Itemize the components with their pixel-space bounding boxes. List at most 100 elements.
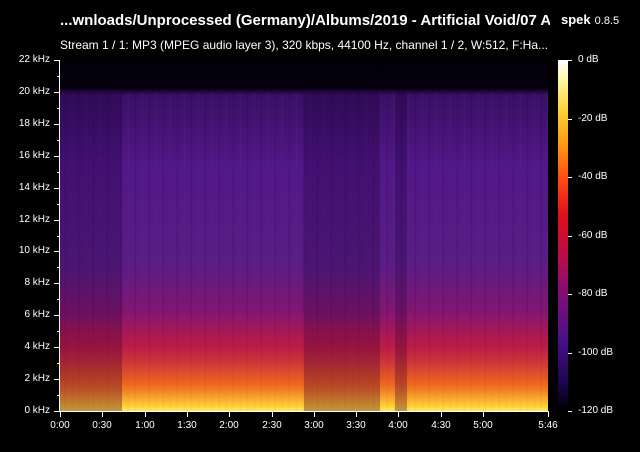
frequency-minor-tick bbox=[0, 236, 60, 237]
frequency-tick-label: 14 kHz bbox=[18, 182, 50, 193]
spectrogram-low-band bbox=[60, 312, 548, 411]
db-tick-label: -120 dB bbox=[578, 405, 614, 416]
frequency-minor-tick bbox=[0, 108, 60, 109]
frequency-minor-tick bbox=[0, 267, 60, 268]
frequency-tick-label: 20 kHz bbox=[18, 86, 50, 97]
time-tick-mark bbox=[356, 411, 357, 417]
frequency-minor-tick bbox=[0, 76, 60, 77]
db-scale-axis: 0 dB -20 dB -40 dB -60 dB -80 dB -100 dB -120 … bbox=[568, 54, 640, 416]
frequency-minor-tick-mark bbox=[57, 204, 60, 205]
db-tick: -120 dB bbox=[568, 405, 613, 416]
frequency-tick: 0 kHz bbox=[0, 405, 60, 416]
time-tick-mark bbox=[314, 411, 315, 417]
db-tick-mark bbox=[568, 119, 572, 120]
time-tick: 0:00 bbox=[50, 411, 70, 431]
frequency-minor-tick-mark bbox=[57, 76, 60, 77]
db-tick-label: -80 dB bbox=[578, 288, 608, 299]
db-tick: 0 dB bbox=[568, 54, 608, 65]
file-title: ...wnloads/Unprocessed (Germany)/Albums/… bbox=[60, 12, 550, 29]
db-tick-mark bbox=[568, 294, 572, 295]
db-tick: -20 dB bbox=[568, 113, 608, 124]
frequency-tick-mark bbox=[54, 156, 60, 157]
db-tick-label: 0 dB bbox=[578, 54, 599, 65]
plot-bottom-border bbox=[59, 411, 549, 412]
frequency-tick-label: 6 kHz bbox=[24, 309, 50, 320]
frequency-tick-mark bbox=[54, 220, 60, 221]
frequency-tick-mark bbox=[54, 411, 60, 412]
time-tick-mark bbox=[229, 411, 230, 417]
frequency-tick: 10 kHz bbox=[0, 245, 60, 256]
frequency-minor-tick bbox=[0, 204, 60, 205]
time-tick-mark bbox=[60, 411, 61, 417]
frequency-tick-mark bbox=[54, 251, 60, 252]
frequency-tick-mark bbox=[54, 347, 60, 348]
frequency-minor-tick-mark bbox=[57, 108, 60, 109]
spectrogram-plot bbox=[60, 60, 548, 411]
frequency-minor-tick bbox=[0, 172, 60, 173]
frequency-tick-label: 10 kHz bbox=[18, 245, 50, 256]
time-tick: 1:30 bbox=[177, 411, 197, 431]
frequency-tick-mark bbox=[54, 283, 60, 284]
db-tick-label: -100 dB bbox=[578, 347, 614, 358]
frequency-axis: 22 kHz 20 kHz 18 kHz 16 kHz 14 kHz 12 kHz 10 k… bbox=[0, 54, 60, 416]
frequency-minor-tick bbox=[0, 395, 60, 396]
time-tick-label: 3:00 bbox=[304, 420, 324, 431]
frequency-tick-label: 22 kHz bbox=[18, 54, 50, 65]
frequency-tick-label: 8 kHz bbox=[24, 277, 50, 288]
time-tick: 0:30 bbox=[92, 411, 112, 431]
time-tick: 3:00 bbox=[304, 411, 324, 431]
frequency-tick-label: 4 kHz bbox=[24, 341, 50, 352]
time-tick-mark bbox=[102, 411, 103, 417]
time-tick: 2:30 bbox=[262, 411, 282, 431]
frequency-minor-tick-mark bbox=[57, 236, 60, 237]
frequency-tick: 14 kHz bbox=[0, 182, 60, 193]
db-tick-label: -20 dB bbox=[578, 113, 608, 124]
time-tick-label: 1:00 bbox=[135, 420, 155, 431]
frequency-minor-tick-mark bbox=[57, 172, 60, 173]
time-tick-label: 3:30 bbox=[346, 420, 366, 431]
time-tick-mark bbox=[441, 411, 442, 417]
time-tick: 4:00 bbox=[388, 411, 408, 431]
time-tick-label: 0:00 bbox=[50, 420, 70, 431]
time-tick: 2:00 bbox=[219, 411, 239, 431]
db-tick-mark bbox=[568, 353, 572, 354]
db-tick: -80 dB bbox=[568, 288, 608, 299]
db-tick-mark bbox=[568, 177, 572, 178]
time-tick-mark bbox=[483, 411, 484, 417]
frequency-minor-tick-mark bbox=[57, 395, 60, 396]
frequency-tick-label: 18 kHz bbox=[18, 118, 50, 129]
time-tick: 5:46 bbox=[538, 411, 558, 431]
time-tick: 5:00 bbox=[473, 411, 493, 431]
spectrogram-quiet-segment bbox=[395, 92, 407, 411]
time-tick-mark bbox=[145, 411, 146, 417]
frequency-tick: 20 kHz bbox=[0, 86, 60, 97]
db-tick: -100 dB bbox=[568, 347, 613, 358]
frequency-tick: 4 kHz bbox=[0, 341, 60, 352]
db-tick-mark bbox=[568, 60, 572, 61]
frequency-tick-label: 0 kHz bbox=[24, 405, 50, 416]
frequency-minor-tick bbox=[0, 331, 60, 332]
db-tick-mark bbox=[568, 411, 572, 412]
frequency-minor-tick-mark bbox=[57, 140, 60, 141]
frequency-tick-mark bbox=[54, 315, 60, 316]
time-tick-label: 2:00 bbox=[219, 420, 239, 431]
db-color-scale bbox=[558, 60, 568, 411]
frequency-tick-label: 2 kHz bbox=[24, 373, 50, 384]
time-tick-label: 4:00 bbox=[388, 420, 408, 431]
app-name: spek bbox=[561, 12, 591, 27]
frequency-tick-mark bbox=[54, 124, 60, 125]
time-tick-mark bbox=[398, 411, 399, 417]
time-tick: 1:00 bbox=[135, 411, 155, 431]
db-tick-label: -60 dB bbox=[578, 230, 608, 241]
frequency-minor-tick bbox=[0, 299, 60, 300]
db-tick-label: -40 dB bbox=[578, 171, 608, 182]
time-tick: 4:30 bbox=[431, 411, 451, 431]
frequency-minor-tick-mark bbox=[57, 331, 60, 332]
frequency-tick: 8 kHz bbox=[0, 277, 60, 288]
db-tick: -40 dB bbox=[568, 171, 608, 182]
frequency-tick-label: 12 kHz bbox=[18, 214, 50, 225]
db-tick-mark bbox=[568, 236, 572, 237]
time-tick-mark bbox=[548, 411, 549, 417]
time-tick-label: 5:00 bbox=[473, 420, 493, 431]
frequency-minor-tick bbox=[0, 363, 60, 364]
